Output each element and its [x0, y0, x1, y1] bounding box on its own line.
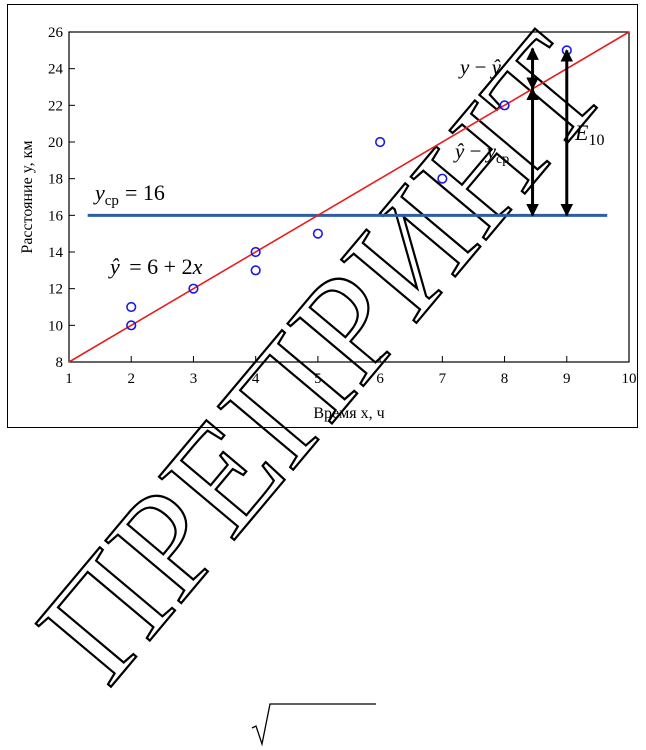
- x-axis-ticks: 1 2 3 4 5 6 7 8 9 10: [65, 356, 637, 387]
- x-axis-label: Время x, ч: [313, 405, 384, 422]
- mean-label: yср = 16: [93, 180, 165, 209]
- y-tick-label: 18: [48, 172, 63, 188]
- explained-label: ŷ − yср: [453, 139, 509, 167]
- data-point: [126, 320, 137, 331]
- mean-label-value: = 16: [125, 180, 165, 205]
- residual-label-y: y: [458, 55, 470, 79]
- yhat-symbol: ŷ: [108, 254, 120, 279]
- x-tick-label: 2: [127, 371, 135, 387]
- y-tick-label: 20: [48, 135, 63, 151]
- y-tick-label: 8: [56, 355, 64, 371]
- plot-area: [68, 31, 630, 363]
- explained-label-yhat: ŷ: [453, 139, 465, 163]
- sqrt-sign-fragment: [251, 703, 376, 747]
- y-tick-label: 12: [48, 282, 63, 298]
- x-tick-label: 5: [314, 371, 322, 387]
- x-tick-label: 6: [376, 371, 384, 387]
- data-point: [375, 136, 386, 148]
- data-point: [250, 246, 261, 258]
- y-tick-label: 10: [48, 318, 63, 334]
- x-tick-label: 4: [252, 371, 260, 387]
- total-label-e: E: [574, 120, 589, 145]
- x-tick-label: 8: [501, 371, 509, 387]
- chart-frame: [7, 4, 638, 428]
- x-tick-label: 1: [65, 371, 73, 387]
- total-label: E10: [574, 120, 604, 149]
- y-tick-label: 16: [48, 208, 64, 224]
- y-tick-label: 14: [48, 245, 64, 261]
- regression-equation-body: = 6 + 2: [129, 254, 192, 279]
- x-tick-label: 7: [439, 371, 447, 387]
- data-point: [188, 283, 199, 294]
- data-point: [499, 100, 510, 111]
- explained-label-minus: −: [464, 139, 486, 163]
- regression-equation-x: x: [192, 254, 203, 279]
- total-label-sub: 10: [588, 132, 604, 149]
- data-point: [126, 301, 137, 313]
- x-tick-label: 9: [563, 371, 571, 387]
- x-tick-label: 10: [622, 371, 637, 387]
- mean-label-sub: ср: [105, 193, 119, 209]
- data-point: [250, 265, 261, 276]
- data-point: [437, 173, 448, 184]
- residual-label-minus: −: [469, 55, 491, 79]
- data-points: [126, 45, 572, 331]
- y-tick-label: 22: [48, 98, 63, 114]
- regression-equation: ŷ = 6 + 2x: [108, 254, 203, 279]
- data-point: [312, 228, 323, 239]
- deviation-arrows: [526, 47, 574, 217]
- explained-label-y: y: [485, 139, 497, 163]
- explained-label-sub: ср: [496, 152, 509, 167]
- y-axis-ticks: 8 10 12 14 16 18 20 22 24 26: [48, 25, 75, 371]
- y-axis-label: Расстояние y, км: [19, 140, 36, 253]
- y-tick-label: 24: [48, 62, 64, 78]
- mean-label-y: y: [93, 180, 105, 205]
- y-tick-label: 26: [48, 25, 64, 41]
- residual-label: y − ŷ: [458, 55, 502, 79]
- x-tick-label: 3: [190, 371, 198, 387]
- residual-label-yhat: ŷ: [490, 55, 502, 79]
